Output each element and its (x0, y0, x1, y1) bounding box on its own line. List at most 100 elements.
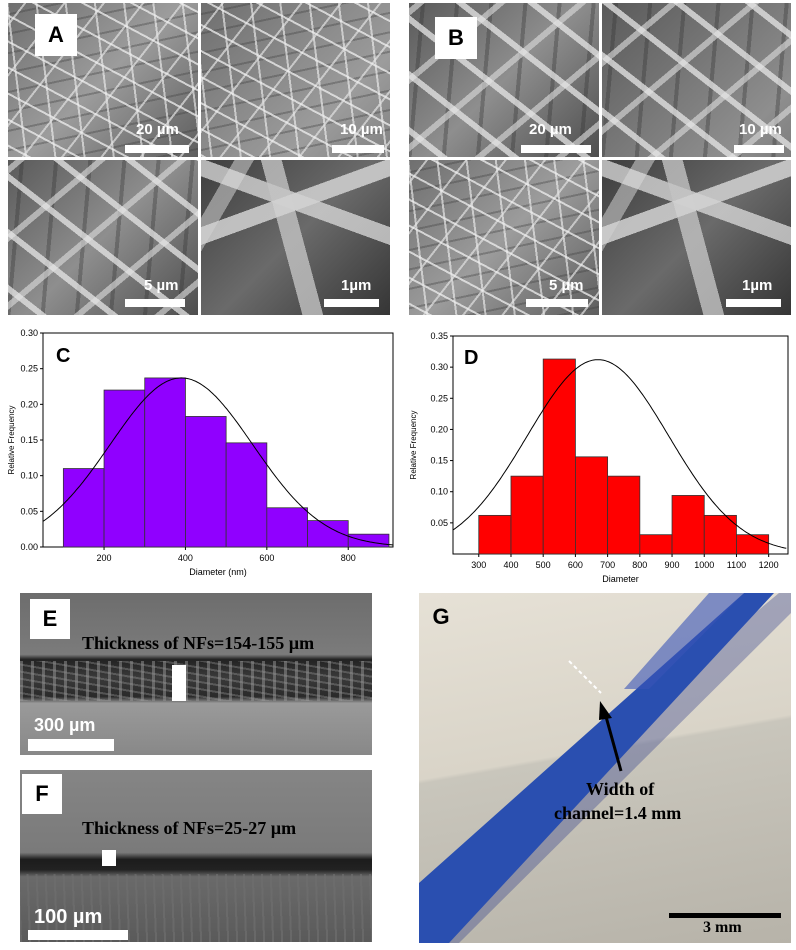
histogram-bar (736, 534, 770, 555)
y-tick-label: 0.30 (20, 328, 38, 338)
scale-bar-b-20um (521, 145, 591, 153)
histogram-bar (703, 514, 737, 555)
annotation-line-1: Width of (586, 779, 655, 799)
annotation-line-2: channel=1.4 mm (554, 803, 682, 823)
x-tick-label: 800 (341, 553, 356, 563)
y-axis-label: Relative Frequency (409, 411, 418, 480)
thickness-label-e: Thickness of NFs=154-155 µm (82, 633, 315, 653)
y-tick-label: 0.25 (430, 393, 448, 403)
panel-letter-e: E (30, 599, 70, 639)
arrow-head (599, 701, 612, 720)
x-tick-label: 200 (97, 553, 112, 563)
blue-channel-upper (539, 593, 744, 689)
x-tick-label: 600 (568, 560, 583, 570)
panel-letter-f: F (22, 774, 62, 814)
y-tick-label: 0.15 (430, 456, 448, 466)
sem-image-a-5um (8, 160, 198, 315)
sem-image-a-1um (201, 160, 390, 315)
histogram-bar (575, 456, 609, 555)
x-tick-label: 1100 (727, 560, 746, 570)
histogram-bar (103, 389, 146, 548)
y-tick-label: 0.25 (20, 364, 38, 374)
x-tick-label: 500 (536, 560, 551, 570)
histogram-bar (671, 495, 705, 555)
scale-bar-f (28, 930, 128, 940)
scale-label-f: 100 µm (34, 906, 103, 928)
scale-bar-a-10um (332, 145, 384, 153)
histogram-bar (225, 442, 268, 548)
x-tick-label: 400 (178, 553, 193, 563)
x-tick-label: 1200 (759, 560, 779, 570)
histogram-bar (542, 358, 576, 555)
scale-bar-b-5um (526, 299, 588, 307)
scale-label-a-1um: 1µm (341, 277, 372, 294)
scale-bar-a-20um (125, 145, 189, 153)
channel-photo (419, 593, 791, 943)
histogram-d: 300 400 500 600 700 800 900 1000 1100 1200 0.05 0.1… (409, 331, 789, 584)
scale-label-g: 3 mm (703, 919, 742, 936)
x-tick-label: 1000 (694, 560, 714, 570)
scale-bar-a-1um (324, 299, 379, 307)
x-tick-label: 900 (665, 560, 680, 570)
scale-label-e: 300 µm (34, 715, 96, 735)
x-tick-label: 800 (632, 560, 647, 570)
scale-label-b-1um: 1µm (742, 277, 773, 294)
y-tick-label: 0.30 (430, 362, 448, 372)
normal-fit-curve (452, 359, 787, 549)
sem-image-b-10um (602, 3, 791, 157)
x-tick-label: 600 (259, 553, 274, 563)
scale-label-b-10um: 10 µm (739, 121, 782, 138)
y-tick-label: 0.10 (430, 487, 448, 497)
measure-marker-f (102, 850, 116, 866)
panel-letter-g: G (432, 604, 450, 629)
x-axis-label: Diameter (nm) (189, 567, 247, 577)
width-dashed-line (568, 660, 602, 694)
y-axis-label: Relative Frequency (7, 406, 16, 475)
histogram-bar (185, 416, 227, 548)
y-tick-label: 0.20 (20, 399, 38, 409)
histogram-bar (347, 533, 390, 548)
scale-bar-b-1um (726, 299, 781, 307)
histogram-bar (144, 377, 186, 548)
y-tick-label: 0.05 (20, 506, 38, 516)
normal-fit-curve (42, 377, 394, 546)
panel-letter-b: B (435, 17, 477, 59)
y-tick-label: 0.35 (430, 331, 448, 341)
scale-bar-a-5um (125, 299, 185, 307)
thickness-label-f: Thickness of NFs=25-27 µm (82, 818, 297, 838)
panel-e: E Thickness of NFs=154-155 µm 300 µm (20, 593, 372, 755)
scale-label-b-20um: 20 µm (529, 121, 572, 138)
scale-label-b-5um: 5 µm (549, 277, 584, 294)
panel-g: G Width of channel=1.4 mm 3 mm (419, 593, 791, 943)
x-tick-label: 300 (471, 560, 486, 570)
scale-bar-b-10um (734, 145, 784, 153)
sem-image-b-1um (602, 160, 791, 315)
y-tick-label: 0.20 (430, 424, 448, 434)
scale-label-a-20um: 20 µm (136, 121, 179, 138)
histogram-bar (510, 475, 544, 555)
panel-letter-d: D (464, 347, 478, 369)
panel-a: A 20 µm 10 µm 5 µm 1µm (8, 3, 390, 315)
panel-letter-c: C (56, 345, 70, 367)
scale-bar-g (669, 913, 781, 918)
panel-f: F Thickness of NFs=25-27 µm 100 µm (20, 770, 372, 942)
x-tick-label: 700 (600, 560, 615, 570)
y-tick-label: 0.10 (20, 471, 38, 481)
panel-b: B 20 µm 10 µm 5 µm 1µm (409, 3, 791, 315)
scale-bar-e (28, 739, 114, 751)
histogram-bar (478, 514, 512, 555)
scale-label-a-10um: 10 µm (340, 121, 383, 138)
scale-label-a-5um: 5 µm (144, 277, 179, 294)
histogram-bar (639, 534, 673, 555)
fiber-layer-e (20, 661, 372, 701)
sem-image-b-5um (409, 160, 599, 315)
blue-channel (419, 593, 774, 943)
panel-letter-a: A (35, 14, 77, 56)
y-tick-label: 0.15 (20, 435, 38, 445)
y-tick-label: 0.00 (20, 542, 38, 552)
annotation-arrow (603, 712, 623, 772)
x-tick-label: 400 (503, 560, 518, 570)
sem-image-a-10um (201, 3, 390, 157)
measure-marker-e (172, 665, 186, 701)
y-tick-label: 0.05 (430, 518, 448, 528)
